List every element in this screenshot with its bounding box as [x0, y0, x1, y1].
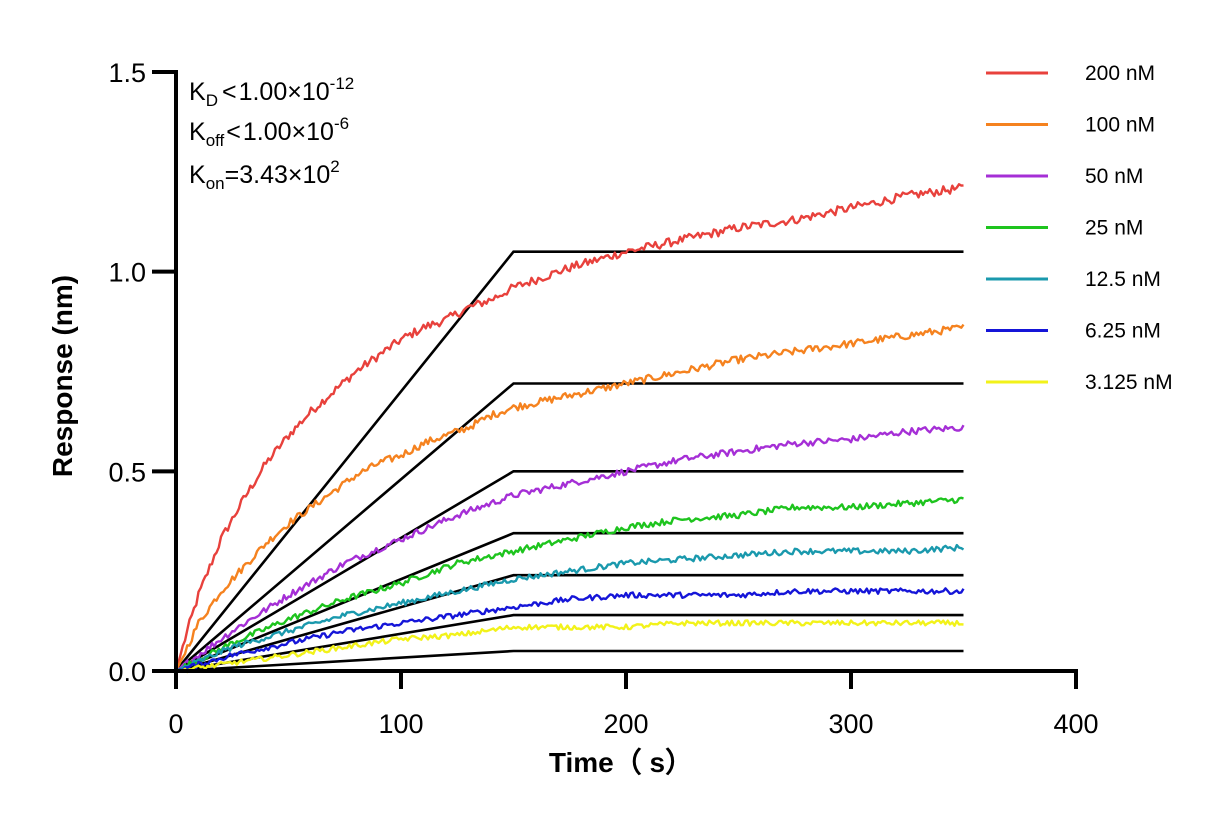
legend-label: 25 nM	[1085, 217, 1143, 240]
legend: 200 nM 100 nM 50 nM 25 nM 12.5 nM 6.25 nM 3.12…	[986, 62, 1173, 394]
legend-label: 200 nM	[1085, 62, 1155, 85]
y-tick-label: 1.5	[108, 58, 146, 88]
x-tick-label: 300	[828, 709, 873, 739]
y-tick-label: 0.0	[108, 657, 146, 687]
fit-line-6	[175, 613, 964, 673]
annotation-kon: Kon=3.43×102	[189, 157, 340, 193]
series-line-100-nM	[174, 323, 965, 672]
x-tick-label: 200	[603, 709, 648, 739]
y-tick-label: 0.5	[108, 457, 146, 487]
series-line-25-nM	[175, 496, 964, 673]
series-line-12_5-nM	[175, 543, 965, 673]
x-tick-label: 100	[378, 709, 423, 739]
fit-lines	[174, 250, 964, 673]
legend-label: 6.25 nM	[1085, 320, 1161, 343]
y-ticks: 0.0 0.5 1.0 1.5	[108, 58, 176, 687]
legend-label: 3.125 nM	[1085, 371, 1173, 394]
fit-line-2	[175, 382, 964, 672]
y-tick-label: 1.0	[108, 258, 146, 288]
series-line-50-nM	[175, 424, 965, 672]
annotation-koff: Koff<1.00×10-6	[189, 114, 349, 150]
response-curves	[174, 183, 965, 674]
x-tick-label: 0	[168, 709, 183, 739]
legend-label: 12.5 nM	[1085, 268, 1161, 291]
x-tick-label: 400	[1053, 709, 1098, 739]
series-line-200-nM	[174, 183, 964, 672]
fit-line-3	[175, 469, 964, 673]
fit-line-5	[175, 573, 964, 673]
x-ticks: 0 100 200 300 400	[168, 671, 1099, 739]
series-line-3_125-nM	[175, 619, 964, 674]
legend-label: 50 nM	[1085, 165, 1143, 188]
series-line-6_25-nM	[175, 587, 965, 673]
annotation-kd: KD <1.00×10-12	[189, 74, 354, 110]
fit-line-7	[175, 649, 964, 673]
annotation-block: KD <1.00×10-12 Koff<1.00×10-6 Kon=3.43×10…	[189, 74, 354, 193]
legend-label: 100 nM	[1085, 114, 1155, 137]
fit-line-1	[174, 250, 964, 672]
x-axis-title: Time（ s）	[549, 746, 693, 778]
fit-line-4	[175, 531, 964, 673]
y-axis-title: Response (nm)	[47, 275, 78, 477]
